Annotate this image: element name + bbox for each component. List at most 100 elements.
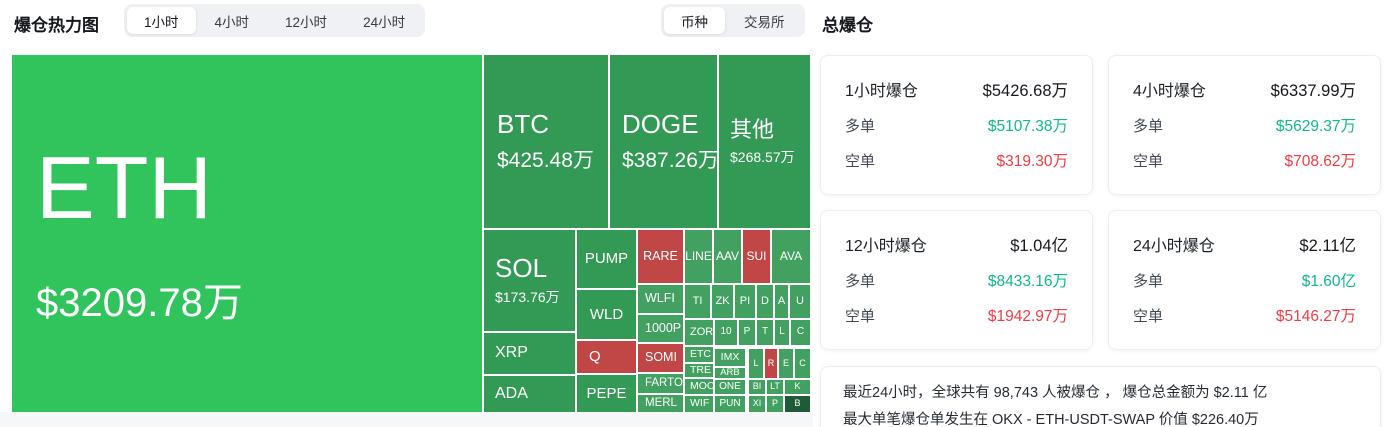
tile-pi[interactable]: PI xyxy=(735,285,755,318)
long-value: $5629.37万 xyxy=(1275,118,1356,135)
tile-pepe[interactable]: PEPE xyxy=(577,375,636,412)
tile-label: L xyxy=(753,357,759,368)
tile-zk[interactable]: ZK xyxy=(712,285,733,318)
tile-1000p[interactable]: 1000P xyxy=(638,315,683,342)
tile-bi[interactable]: BI xyxy=(749,380,765,394)
toggle-exchange[interactable]: 交易所 xyxy=(744,14,785,30)
short-label: 空单 xyxy=(1133,307,1164,325)
tile-label: ARB xyxy=(720,368,740,378)
tab-24h[interactable]: 24小时 xyxy=(363,14,406,30)
time-range-tabs: 1小时 4小时 12小时 24小时 xyxy=(124,4,426,37)
tile-label: WLD xyxy=(589,305,624,323)
tile-label: PUN xyxy=(719,397,741,409)
card-24h-liquidation: 24小时爆仓 $2.11亿 多单 $1.60亿 空单 $5146.27万 xyxy=(1108,210,1381,350)
tile-xrp[interactable]: XRP xyxy=(484,333,575,374)
tile-one[interactable]: ONE xyxy=(715,380,745,394)
card-1h-liquidation: 1小时爆仓 $5426.68万 多单 $5107.38万 空单 $319.30万 xyxy=(820,55,1093,195)
tile-doge[interactable]: DOGE $387.26万 xyxy=(610,55,717,228)
tile-rare[interactable]: RARE xyxy=(638,230,683,283)
tile-label: B xyxy=(794,398,801,409)
tile-label: ZK xyxy=(715,294,730,307)
tile-e[interactable]: E xyxy=(779,349,793,378)
card-4h-liquidation: 4小时爆仓 $6337.99万 多单 $5629.37万 空单 $708.62万 xyxy=(1108,55,1381,195)
tile-moc[interactable]: MOC xyxy=(685,379,713,394)
tile-arb[interactable]: ARB xyxy=(715,368,745,378)
tile-label: XI xyxy=(752,398,762,409)
tile-label: D xyxy=(761,294,769,307)
long-label: 多单 xyxy=(1133,117,1164,135)
tile-value: $3209.78万 xyxy=(36,280,243,325)
short-value: $5146.27万 xyxy=(1275,308,1356,325)
tile-somi[interactable]: SOMI xyxy=(638,344,683,372)
short-value: $319.30万 xyxy=(996,153,1068,170)
tile-label: ONE xyxy=(719,380,741,392)
tile-xi[interactable]: XI xyxy=(749,396,765,412)
tile-ava[interactable]: AVA xyxy=(772,230,810,283)
short-label: 空单 xyxy=(845,307,876,325)
tile-pun[interactable]: PUN xyxy=(715,396,745,412)
tile-label: MOC xyxy=(690,379,713,392)
toggle-coin[interactable]: 币种 xyxy=(664,7,725,34)
tile-tre[interactable]: TRE xyxy=(685,364,713,377)
tile-ada[interactable]: ADA xyxy=(484,376,575,412)
tile-merl[interactable]: MERL xyxy=(638,395,683,412)
tile-label: ETC xyxy=(690,347,711,360)
tile-line[interactable]: LINE xyxy=(685,230,712,283)
tile-btc[interactable]: BTC $425.48万 xyxy=(484,55,608,228)
tile-p[interactable]: P xyxy=(739,320,755,345)
tile-qita[interactable]: 其他 $268.57万 xyxy=(719,55,810,228)
tile-imx[interactable]: IMX xyxy=(715,349,745,366)
tile-value: $173.76万 xyxy=(495,289,560,306)
tile-label: 10 xyxy=(720,326,732,338)
tile-ti[interactable]: TI xyxy=(685,285,710,318)
tile-label: IMX xyxy=(720,350,740,363)
tile-t[interactable]: T xyxy=(757,320,773,345)
short-value: $1942.97万 xyxy=(987,308,1068,325)
tile-label: Q xyxy=(589,348,601,366)
view-mode-toggle: 币种 交易所 xyxy=(661,4,805,37)
tile-wld[interactable]: WLD xyxy=(577,290,636,339)
tile-label: XRP xyxy=(495,344,528,362)
tile-c2[interactable]: C xyxy=(795,349,810,378)
tile-a[interactable]: A xyxy=(775,285,788,318)
tab-12h[interactable]: 12小时 xyxy=(285,14,328,30)
card-total: $5426.68万 xyxy=(982,82,1068,100)
tab-4h[interactable]: 4小时 xyxy=(214,14,250,30)
tile-value: $268.57万 xyxy=(730,148,795,165)
tile-farto[interactable]: FARTO xyxy=(638,374,683,393)
card-title: 4小时爆仓 xyxy=(1133,83,1206,100)
tile-eth[interactable]: ETH $3209.78万 xyxy=(12,55,482,412)
tile-etc[interactable]: ETC xyxy=(685,347,713,362)
tile-wlfi[interactable]: WLFI xyxy=(638,285,683,313)
card-total: $6337.99万 xyxy=(1270,82,1356,100)
tile-wif[interactable]: WIF xyxy=(685,396,713,412)
liquidation-summary: 最近24小时，全球共有 98,743 人被爆仓 ， 爆仓总金额为 $2.11 亿… xyxy=(820,366,1381,427)
tile-label: WIF xyxy=(690,397,710,410)
tile-label: LINE xyxy=(685,249,712,264)
tile-p2[interactable]: P xyxy=(767,396,783,412)
tile-sol[interactable]: SOL $173.76万 xyxy=(484,230,575,331)
tile-sui[interactable]: SUI xyxy=(743,230,770,283)
tile-lt[interactable]: LT xyxy=(767,380,783,394)
top-bar: 爆仓热力图 1小时 4小时 12小时 24小时 币种 交易所 总爆仓 xyxy=(0,0,1389,44)
tile-label: U xyxy=(796,294,804,307)
long-value: $1.60亿 xyxy=(1301,273,1356,290)
tile-c[interactable]: C xyxy=(791,320,810,345)
tab-1h[interactable]: 1小时 xyxy=(127,7,196,34)
tile-b[interactable]: B xyxy=(785,396,810,412)
summary-line-1: 最近24小时，全球共有 98,743 人被爆仓 ， 爆仓总金额为 $2.11 亿 xyxy=(843,385,1268,401)
tile-aav[interactable]: AAV xyxy=(714,230,741,283)
tile-pump[interactable]: PUMP xyxy=(577,230,636,288)
page-title: 爆仓热力图 xyxy=(14,16,99,35)
tile-k[interactable]: K xyxy=(785,380,810,394)
tile-d[interactable]: D xyxy=(757,285,773,318)
tile-r[interactable]: R xyxy=(765,349,777,378)
tile-zor[interactable]: ZOR xyxy=(685,320,713,345)
tile-l2[interactable]: L xyxy=(749,349,763,378)
tile-l[interactable]: L xyxy=(775,320,789,345)
tile-label: DOGE xyxy=(622,109,699,140)
tile-q[interactable]: Q xyxy=(577,341,636,373)
tile-label: E xyxy=(782,357,789,368)
tile-u[interactable]: U xyxy=(790,285,810,318)
tile-10[interactable]: 10 xyxy=(715,320,737,345)
